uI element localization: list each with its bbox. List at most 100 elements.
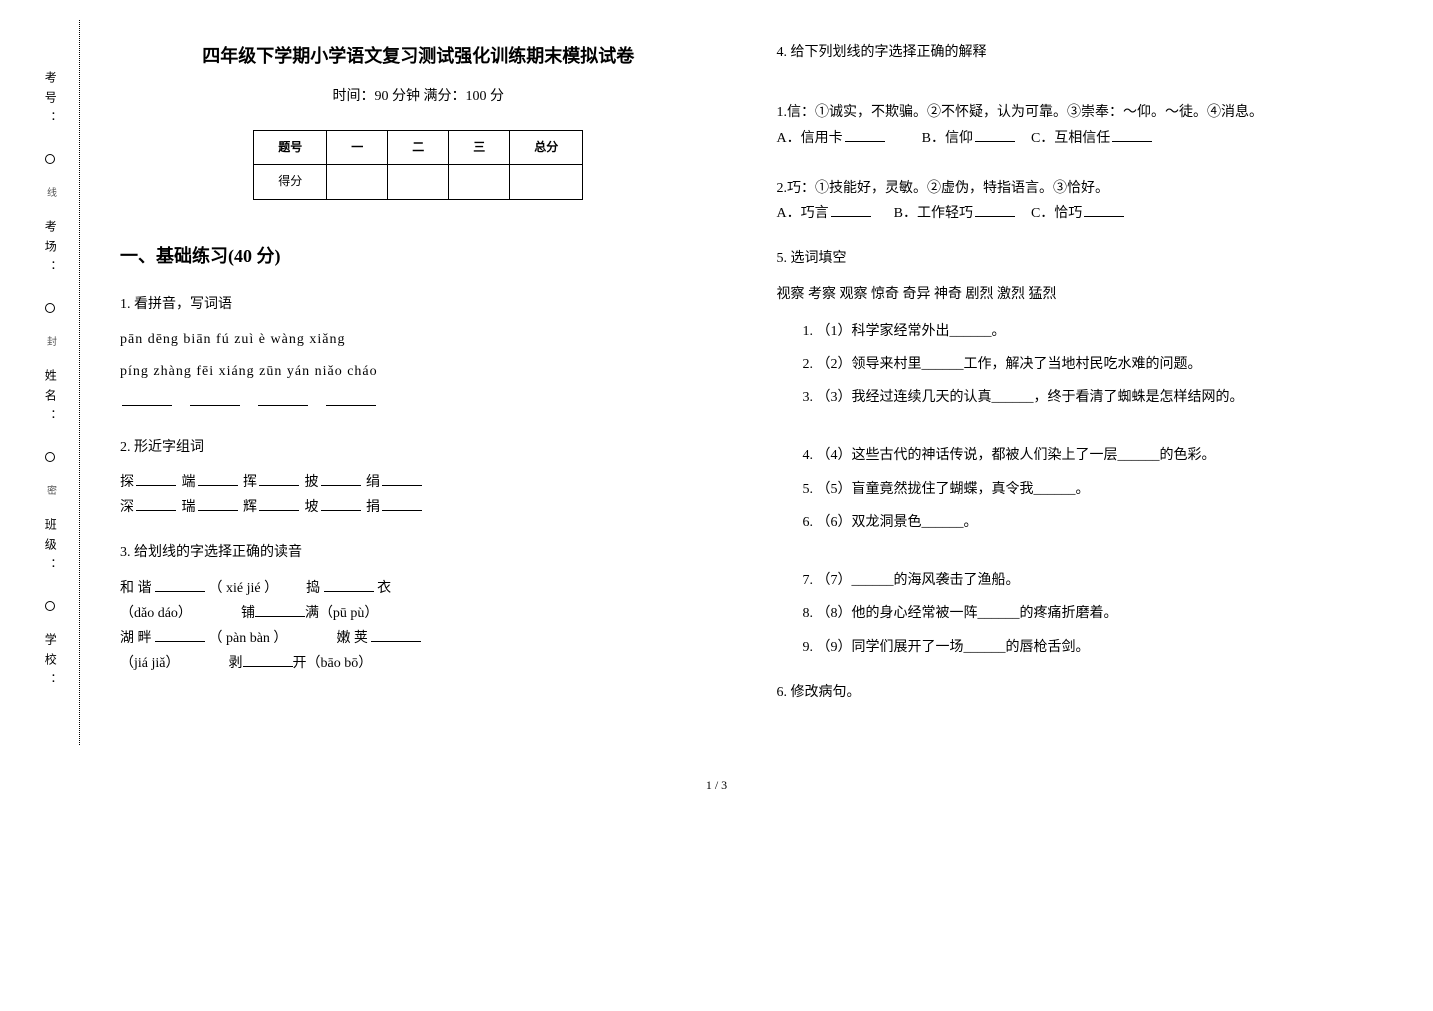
word-label: 嫩 荚 xyxy=(336,631,368,646)
blank-field[interactable] xyxy=(845,128,885,142)
definition-head: 1.信：①诚实，不欺骗。②不怀疑，认为可靠。③崇奉：～仰。～徒。④消息。 xyxy=(777,100,1374,125)
blank-field[interactable] xyxy=(198,497,238,511)
blank-field[interactable] xyxy=(190,392,240,406)
list-item: （9）同学们展开了一场______的唇枪舌剑。 xyxy=(817,635,1374,660)
blank-field[interactable] xyxy=(1084,203,1124,217)
sub-question-list: （4）这些古代的神话传说，都被人们染上了一层______的色彩。 （5）盲童竟然… xyxy=(777,443,1374,535)
margin-name: 姓名： xyxy=(39,369,61,429)
blank-field[interactable] xyxy=(975,203,1015,217)
question-5: 5. 选词填空 视察 考察 观察 惊奇 奇异 神奇 剧烈 激烈 猛烈 （1）科学… xyxy=(777,246,1374,659)
blank-field[interactable] xyxy=(198,472,238,486)
blank-field[interactable] xyxy=(831,203,871,217)
blank-field[interactable] xyxy=(259,472,299,486)
options-text: （ pàn bàn ） xyxy=(209,631,288,646)
content-area: 四年级下学期小学语文复习测试强化训练期末模拟试卷 时间：90 分钟 满分：100… xyxy=(80,20,1413,745)
options-text: （jiá jiǎ） xyxy=(120,656,180,671)
blank-field[interactable] xyxy=(324,578,374,592)
blank-field[interactable] xyxy=(122,392,172,406)
option-a: A．信用卡 xyxy=(777,131,843,146)
char-label: 辉 xyxy=(243,500,257,515)
section-heading: 一、基础练习(40 分) xyxy=(120,240,717,272)
score-header: 总分 xyxy=(510,130,583,165)
margin-room: 考场： xyxy=(39,220,61,280)
option-b: B．工作轻巧 xyxy=(894,206,973,221)
blank-field[interactable] xyxy=(321,472,361,486)
blank-field[interactable] xyxy=(382,472,422,486)
word-bank: 视察 考察 观察 惊奇 奇异 神奇 剧烈 激烈 猛烈 xyxy=(777,282,1374,307)
blank-field[interactable] xyxy=(136,472,176,486)
list-item: （2）领导来村里______工作，解决了当地村民吃水难的问题。 xyxy=(817,352,1374,377)
char-label: 挥 xyxy=(243,475,257,490)
reading-line: 湖 畔 （ pàn bàn ） 嫩 荚 xyxy=(120,626,717,651)
options-text: （bāo bō） xyxy=(307,656,373,671)
blank-field[interactable] xyxy=(382,497,422,511)
score-cell xyxy=(388,165,449,200)
page-root: 考号： 线 考场： 封 姓名： 密 班级： 学校： 四年级下学期小学语文复习测试… xyxy=(20,20,1413,745)
char-label: 探 xyxy=(120,475,134,490)
list-item: （3）我经过连续几天的认真______，终于看清了蜘蛛是怎样结网的。 xyxy=(817,385,1374,410)
blank-field[interactable] xyxy=(371,628,421,642)
page-number: 1 / 3 xyxy=(20,775,1413,797)
list-item: （7）______的海风袭击了渔船。 xyxy=(817,568,1374,593)
score-header: 题号 xyxy=(254,130,327,165)
char-label: 捐 xyxy=(366,500,380,515)
question-6: 6. 修改病句。 xyxy=(777,680,1374,705)
reading-line: 和 谐 （ xié jié ） 捣 衣 xyxy=(120,576,717,601)
blank-field[interactable] xyxy=(136,497,176,511)
question-2: 2. 形近字组词 探 端 挥 披 绢 深 瑞 辉 坡 捐 xyxy=(120,435,717,521)
char-row: 探 端 挥 披 绢 xyxy=(120,470,717,495)
margin-circle-icon xyxy=(45,303,55,313)
char-label: 坡 xyxy=(305,500,319,515)
blank-field[interactable] xyxy=(975,128,1015,142)
page-title: 四年级下学期小学语文复习测试强化训练期末模拟试卷 xyxy=(120,40,717,72)
blank-field[interactable] xyxy=(155,628,205,642)
margin-school: 学校： xyxy=(39,633,61,693)
margin-circle-icon xyxy=(45,601,55,611)
word-label: 剥 xyxy=(229,656,243,671)
reading-line: （jiá jiǎ） 剥 开（bāo bō） xyxy=(120,651,717,676)
question-title: 6. 修改病句。 xyxy=(777,680,1374,705)
question-title: 3. 给划线的字选择正确的读音 xyxy=(120,540,717,565)
blank-field[interactable] xyxy=(326,392,376,406)
question-3: 3. 给划线的字选择正确的读音 和 谐 （ xié jié ） 捣 衣 （dǎo… xyxy=(120,540,717,676)
definition-head: 2.巧：①技能好，灵敏。②虚伪，特指语言。③恰好。 xyxy=(777,176,1374,201)
blank-field[interactable] xyxy=(259,497,299,511)
score-header: 二 xyxy=(388,130,449,165)
word-suffix: 开 xyxy=(293,656,307,671)
char-label: 绢 xyxy=(366,475,380,490)
blank-field[interactable] xyxy=(155,578,205,592)
options-text: （dǎo dáo） xyxy=(120,606,192,621)
sub-question-list: （1）科学家经常外出______。 （2）领导来村里______工作，解决了当地… xyxy=(777,319,1374,411)
option-line: A．信用卡 B．信仰 C．互相信任 xyxy=(777,126,1374,151)
blank-field[interactable] xyxy=(255,603,305,617)
left-column: 四年级下学期小学语文复习测试强化训练期末模拟试卷 时间：90 分钟 满分：100… xyxy=(120,40,717,725)
blank-field[interactable] xyxy=(321,497,361,511)
list-item: （5）盲童竟然拢住了蝴蝶，真令我______。 xyxy=(817,477,1374,502)
table-row: 得分 xyxy=(254,165,583,200)
list-item: （1）科学家经常外出______。 xyxy=(817,319,1374,344)
word-label: 铺 xyxy=(241,606,255,621)
margin-line-label: 线 xyxy=(41,187,59,197)
question-4: 4. 给下列划线的字选择正确的解释 1.信：①诚实，不欺骗。②不怀疑，认为可靠。… xyxy=(777,40,1374,226)
char-label: 端 xyxy=(182,475,196,490)
blank-field[interactable] xyxy=(1112,128,1152,142)
page-subtitle: 时间：90 分钟 满分：100 分 xyxy=(120,84,717,109)
blank-field[interactable] xyxy=(243,653,293,667)
margin-seal-label: 密 xyxy=(41,485,59,495)
list-item: （4）这些古代的神话传说，都被人们染上了一层______的色彩。 xyxy=(817,443,1374,468)
margin-class: 班级： xyxy=(39,518,61,578)
options-text: （ xié jié ） xyxy=(209,581,279,596)
margin-circle-icon xyxy=(45,452,55,462)
list-item: （8）他的身心经常被一阵______的疼痛折磨着。 xyxy=(817,601,1374,626)
pinyin-line: píng zhàng fēi xiáng zūn yán niǎo cháo xyxy=(120,359,717,384)
option-b: B．信仰 xyxy=(922,131,973,146)
score-cell xyxy=(510,165,583,200)
word-label: 和 谐 xyxy=(120,581,152,596)
sub-question-list: （7）______的海风袭击了渔船。 （8）他的身心经常被一阵______的疼痛… xyxy=(777,568,1374,660)
blank-field[interactable] xyxy=(258,392,308,406)
answer-blanks xyxy=(120,390,717,415)
word-suffix: 衣 xyxy=(374,581,392,596)
word-suffix: 满 xyxy=(305,606,319,621)
list-item: （6）双龙洞景色______。 xyxy=(817,510,1374,535)
word-label: 湖 畔 xyxy=(120,631,152,646)
